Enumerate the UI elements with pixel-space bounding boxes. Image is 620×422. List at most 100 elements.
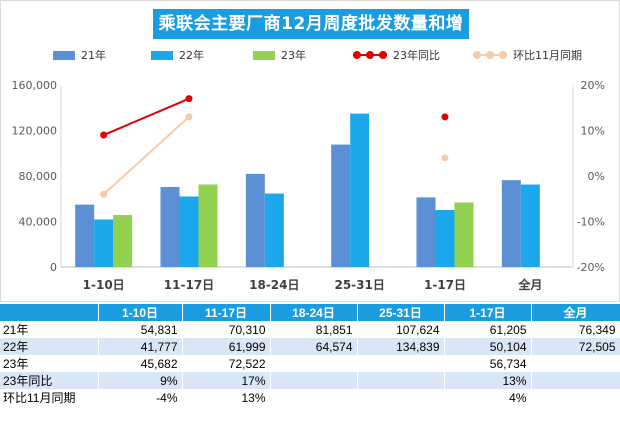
y-tick-label-right: 20% [581, 79, 605, 92]
point-环比11月同期 [441, 154, 449, 162]
legend-line-yoy [353, 50, 387, 60]
bar-22年 [350, 113, 370, 267]
table-cell [270, 355, 358, 372]
table-cell: 134,839 [357, 338, 445, 355]
point-23年同比 [185, 95, 193, 103]
point-23年同比 [441, 113, 449, 121]
point-环比11月同期 [185, 113, 193, 121]
y-tick-label-left: 40,000 [19, 216, 58, 229]
table-cell [270, 372, 358, 389]
table-cell [357, 355, 445, 372]
table-cell: 41,777 [98, 338, 183, 355]
legend-item-yoy: 23年同比 [353, 45, 440, 65]
table-cell: 76,349 [531, 321, 620, 338]
data-table: 1-10日 11-17日 18-24日 25-31日 1-17日 全月 21年 … [0, 304, 620, 406]
y-tick-label-right: -10% [577, 216, 605, 229]
row-label: 23年同比 [0, 372, 99, 389]
table-header-cell: 全月 [531, 304, 620, 321]
line-环比11月同期 [102, 116, 190, 195]
x-tick-label: 25-31日 [334, 278, 384, 292]
table-row: 23年同比 9% 17% 13% [0, 372, 620, 389]
table-cell: 70,310 [182, 321, 271, 338]
row-label: 21年 [0, 321, 99, 338]
bar-21年 [331, 144, 351, 267]
row-label: 环比11月同期 [0, 389, 99, 406]
bar-22年 [94, 219, 114, 267]
y-tick-label-left: 0 [50, 261, 57, 274]
table-cell [357, 372, 445, 389]
table-row: 22年 41,777 61,999 64,574 134,839 50,104 … [0, 338, 620, 355]
y-tick-label-right: -20% [577, 261, 605, 274]
table-row: 环比11月同期 -4% 13% 4% [0, 389, 620, 406]
bar-23年 [198, 184, 218, 267]
bar-22年 [264, 193, 284, 267]
table-cell: 61,205 [444, 321, 532, 338]
y-tick-label-right: 10% [581, 125, 605, 138]
bar-21年 [245, 173, 265, 267]
y-tick-label-left: 120,000 [12, 125, 58, 138]
bar-23年 [454, 202, 474, 267]
table-cell: 107,624 [357, 321, 445, 338]
legend-item-21: 21年 [53, 45, 106, 65]
table-header-cell: 25-31日 [357, 304, 445, 321]
table-header-row: 1-10日 11-17日 18-24日 25-31日 1-17日 全月 [0, 304, 620, 321]
line-23年同比 [103, 97, 190, 136]
table-cell: 17% [182, 372, 271, 389]
table-cell: 9% [98, 372, 183, 389]
bar-21年 [75, 204, 95, 267]
table-row: 21年 54,831 70,310 81,851 107,624 61,205 … [0, 321, 620, 338]
legend-item-mom: 环比11月同期 [473, 45, 582, 65]
chart-legend: 21年 22年 23年 23年同比 环比11月同期 [1, 45, 620, 65]
table-cell: -4% [98, 389, 183, 406]
table-cell: 64,574 [270, 338, 358, 355]
legend-line-mom [473, 50, 507, 60]
chart-frame: 乘联会主要厂商12月周度批发数量和增速 21年 22年 23年 23年同比 环比… [0, 0, 620, 302]
table-cell: 54,831 [98, 321, 183, 338]
x-tick-label: 全月 [517, 277, 542, 292]
x-tick-label: 1-10日 [83, 278, 125, 292]
table-cell: 13% [182, 389, 271, 406]
legend-item-22: 22年 [151, 45, 204, 65]
bar-21年 [160, 187, 180, 267]
legend-label-21: 21年 [81, 49, 106, 62]
table-cell: 13% [444, 372, 532, 389]
table-header-cell: 1-10日 [98, 304, 183, 321]
legend-label-mom: 环比11月同期 [513, 49, 582, 62]
table-header-cell: 18-24日 [270, 304, 358, 321]
bar-21年 [416, 197, 436, 267]
table-cell: 81,851 [270, 321, 358, 338]
chart-title: 乘联会主要厂商12月周度批发数量和增速 [153, 9, 469, 64]
legend-label-yoy: 23年同比 [393, 49, 440, 62]
x-tick-label: 11-17日 [164, 278, 214, 292]
y-tick-label-left: 160,000 [12, 79, 58, 92]
bar-22年 [520, 184, 540, 267]
legend-label-22: 22年 [179, 49, 204, 62]
row-label: 23年 [0, 355, 99, 372]
table-header-cell [0, 304, 99, 321]
table-cell: 72,522 [182, 355, 271, 372]
table-cell: 72,505 [531, 338, 620, 355]
legend-swatch-23 [253, 50, 275, 60]
table-cell [357, 389, 445, 406]
point-环比11月同期 [100, 190, 108, 198]
legend-swatch-21 [53, 50, 75, 60]
table-header-cell: 11-17日 [182, 304, 271, 321]
legend-swatch-22 [151, 50, 173, 60]
table-cell [531, 372, 620, 389]
table-cell: 45,682 [98, 355, 183, 372]
x-tick-label: 18-24日 [249, 278, 299, 292]
bar-23年 [113, 215, 133, 267]
table-cell: 61,999 [182, 338, 271, 355]
row-label: 22年 [0, 338, 99, 355]
chart-plot-area: 0 40,000 80,000 120,000 160,000 -20% -10% 0% 10%… [12, 79, 606, 292]
bar-21年 [501, 180, 521, 267]
table-header-cell: 1-17日 [444, 304, 532, 321]
table-cell: 4% [444, 389, 532, 406]
point-23年同比 [100, 131, 108, 139]
table-cell [531, 389, 620, 406]
bar-22年 [179, 196, 199, 267]
legend-item-23: 23年 [253, 45, 306, 65]
x-tick-label: 1-17日 [424, 278, 466, 292]
table-cell [531, 355, 620, 372]
table-cell: 56,734 [444, 355, 532, 372]
